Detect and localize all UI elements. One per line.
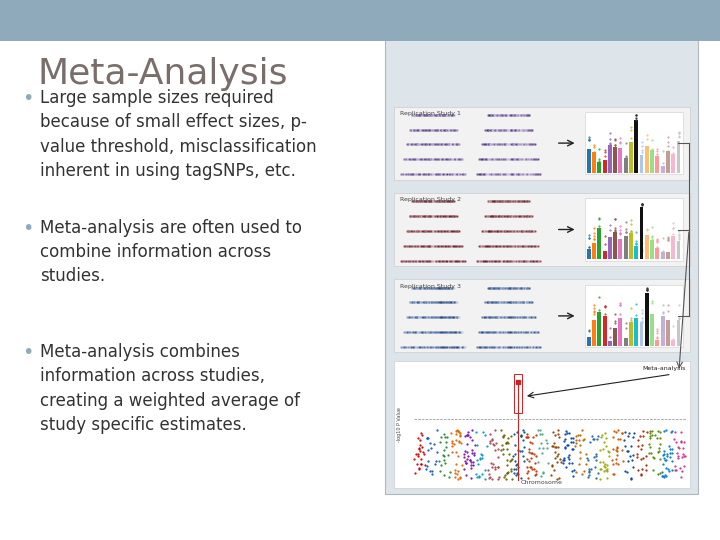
Bar bbox=[618, 148, 622, 173]
Bar bbox=[598, 227, 601, 260]
Bar bbox=[650, 314, 654, 346]
Text: Chromosome: Chromosome bbox=[521, 481, 563, 485]
Text: Replication Study 2: Replication Study 2 bbox=[400, 197, 461, 202]
Bar bbox=[587, 337, 590, 346]
Text: -log10 P Value: -log10 P Value bbox=[397, 407, 402, 442]
Bar bbox=[613, 147, 617, 173]
Bar bbox=[587, 249, 590, 260]
Bar bbox=[639, 322, 644, 346]
Bar bbox=[671, 236, 675, 260]
Bar bbox=[639, 207, 644, 260]
Text: Large sample sizes required
because of small effect sizes, p-
value threshold, m: Large sample sizes required because of s… bbox=[40, 89, 316, 180]
Bar bbox=[514, 374, 521, 413]
Bar bbox=[613, 232, 617, 260]
Text: Meta-Analysis: Meta-Analysis bbox=[37, 57, 288, 91]
Bar bbox=[608, 341, 612, 346]
Bar bbox=[394, 106, 690, 179]
Bar bbox=[618, 318, 622, 346]
Text: Replication Study 1: Replication Study 1 bbox=[400, 111, 461, 116]
Bar bbox=[613, 328, 617, 346]
Bar bbox=[608, 145, 612, 173]
Bar bbox=[618, 239, 622, 260]
Bar bbox=[624, 158, 628, 173]
Bar bbox=[677, 141, 680, 173]
Bar bbox=[645, 235, 649, 260]
Bar bbox=[394, 361, 690, 488]
Bar bbox=[634, 147, 638, 173]
Bar bbox=[661, 316, 665, 346]
Bar bbox=[592, 152, 596, 173]
Bar bbox=[655, 157, 660, 173]
Bar bbox=[634, 246, 638, 260]
Bar bbox=[592, 244, 596, 260]
Bar bbox=[666, 320, 670, 346]
Bar bbox=[671, 340, 675, 346]
Bar bbox=[585, 112, 683, 174]
Bar bbox=[629, 322, 633, 346]
Bar bbox=[603, 316, 606, 346]
Bar bbox=[603, 160, 606, 173]
Text: •: • bbox=[22, 89, 33, 108]
Bar bbox=[624, 235, 628, 260]
Bar bbox=[634, 319, 638, 346]
Text: Meta-analysis are often used to
combine information across
studies.: Meta-analysis are often used to combine … bbox=[40, 219, 302, 285]
Bar bbox=[666, 252, 670, 260]
Bar bbox=[603, 251, 606, 260]
Bar bbox=[585, 285, 683, 347]
Bar bbox=[650, 150, 654, 173]
Bar bbox=[645, 146, 649, 173]
Bar bbox=[629, 233, 633, 260]
Bar bbox=[661, 166, 665, 173]
Bar bbox=[661, 252, 665, 260]
Bar bbox=[666, 151, 670, 173]
Bar bbox=[677, 241, 680, 260]
Bar bbox=[655, 248, 660, 260]
Text: Replication Study 3: Replication Study 3 bbox=[400, 284, 461, 289]
Bar bbox=[608, 238, 612, 260]
Bar bbox=[655, 340, 660, 346]
Bar bbox=[598, 163, 601, 173]
Text: Meta-analysis combines
information across studies,
creating a weighted average o: Meta-analysis combines information acros… bbox=[40, 343, 300, 434]
Bar bbox=[587, 149, 590, 173]
Bar bbox=[394, 280, 690, 353]
Bar bbox=[671, 154, 675, 173]
Bar bbox=[639, 252, 644, 260]
Bar bbox=[634, 120, 638, 173]
Bar bbox=[592, 320, 596, 346]
Bar bbox=[629, 141, 633, 173]
Bar bbox=[677, 320, 680, 346]
Bar bbox=[385, 38, 698, 494]
Text: •: • bbox=[22, 219, 33, 238]
Bar bbox=[650, 240, 654, 260]
Bar bbox=[645, 316, 649, 346]
Bar bbox=[624, 339, 628, 346]
Bar bbox=[585, 199, 683, 261]
Bar bbox=[0, 0, 720, 40]
Bar bbox=[645, 293, 649, 346]
Text: •: • bbox=[22, 343, 33, 362]
Bar bbox=[394, 193, 690, 266]
Text: Meta-analysis: Meta-analysis bbox=[643, 366, 686, 371]
Bar bbox=[598, 312, 601, 346]
Bar bbox=[639, 155, 644, 173]
